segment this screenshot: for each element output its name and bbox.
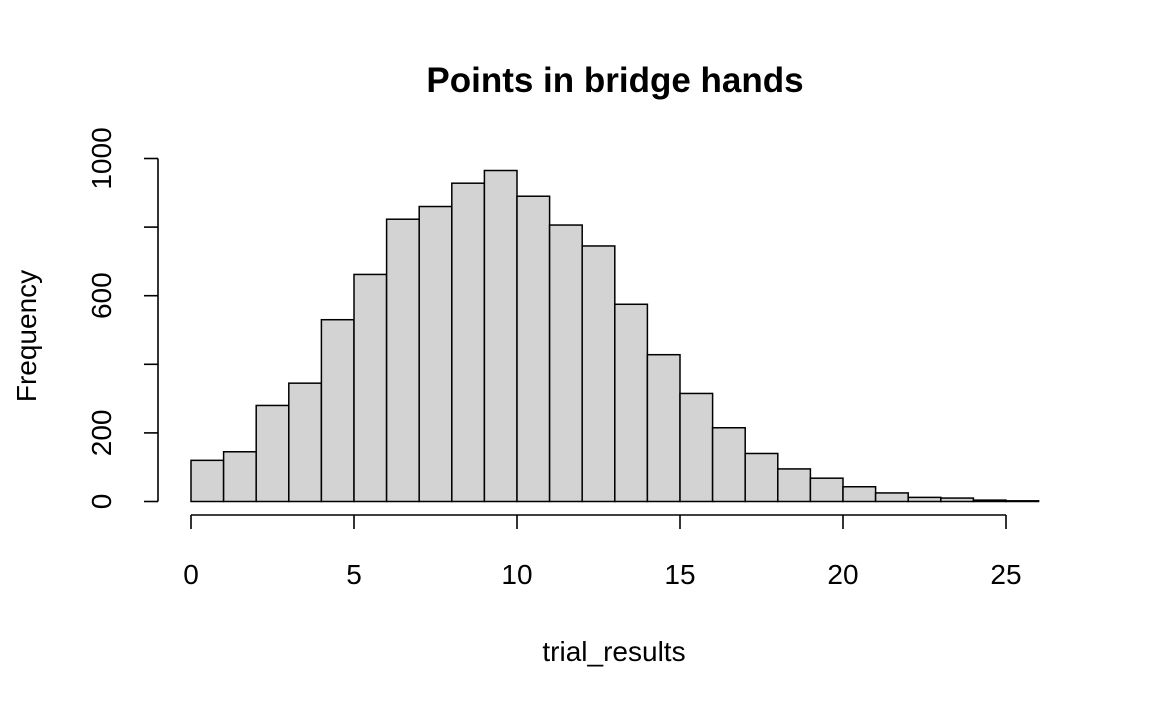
x-tick-label: 5 — [346, 559, 362, 590]
histogram-bar — [1005, 500, 1040, 503]
x-axis-label: trial_results — [542, 636, 685, 667]
histogram-bar — [418, 205, 453, 503]
histogram-bar — [451, 182, 486, 503]
histogram-bar — [874, 492, 909, 503]
histogram-bar — [353, 273, 388, 503]
histogram-bar — [385, 218, 420, 503]
histogram-bar — [222, 451, 257, 503]
chart-title: Points in bridge hands — [426, 61, 803, 100]
histogram-bar — [288, 382, 323, 503]
x-tick-label: 15 — [664, 559, 695, 590]
histogram-bar — [940, 497, 975, 503]
histogram-bar — [809, 477, 844, 503]
histogram-bar — [581, 245, 616, 503]
histogram-bar — [679, 392, 714, 503]
histogram-bar — [907, 496, 942, 503]
histogram-bar — [483, 169, 518, 503]
histogram-bar — [842, 486, 877, 503]
y-tick-label: 1000 — [86, 127, 117, 189]
bars-group — [190, 169, 1040, 503]
x-tick-label: 10 — [501, 559, 532, 590]
histogram-bar — [516, 195, 551, 503]
y-axis-label: Frequency — [11, 270, 42, 402]
histogram-bar — [972, 499, 1007, 503]
y-tick-label: 200 — [86, 410, 117, 457]
histogram-bar — [548, 224, 583, 503]
histogram-bar — [255, 404, 290, 503]
x-tick-label: 25 — [990, 559, 1021, 590]
histogram-bar — [190, 459, 225, 503]
y-tick-label: 600 — [86, 272, 117, 319]
y-axis: 0 200 600 1000 — [86, 127, 159, 510]
histogram-bar — [711, 427, 746, 503]
x-tick-label: 20 — [827, 559, 858, 590]
histogram-bar — [646, 353, 681, 503]
histogram-bar — [777, 468, 812, 503]
histogram-bar — [320, 318, 355, 503]
histogram-bar — [614, 303, 649, 503]
histogram-bar — [744, 452, 779, 503]
y-tick-label: 0 — [86, 494, 117, 510]
x-axis: 0 5 10 15 20 25 — [183, 514, 1022, 590]
x-tick-label: 0 — [183, 559, 199, 590]
